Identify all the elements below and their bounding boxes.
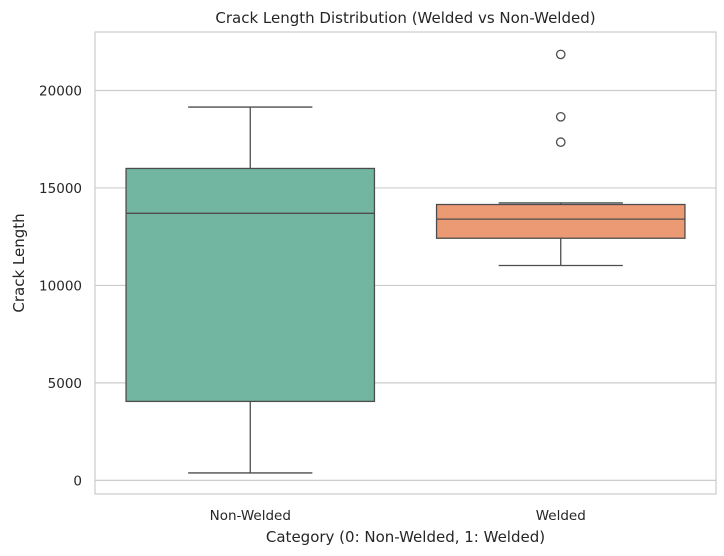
outlier-point	[555, 137, 566, 147]
outlier-point	[555, 49, 566, 60]
y-tick-label: 0	[73, 473, 82, 489]
iqr-box	[435, 203, 686, 239]
x-tick-labels: Non-Welded Welded	[210, 508, 586, 524]
box-group-welded	[435, 49, 686, 267]
chart-title: Crack Length Distribution (Welded vs Non…	[215, 9, 595, 27]
iqr-box	[125, 167, 376, 403]
x-tick-label: Welded	[536, 508, 586, 524]
y-tick-label: 10000	[39, 278, 82, 294]
plot-frame	[94, 31, 717, 495]
x-axis-label: Category (0: Non-Welded, 1: Welded)	[266, 528, 545, 546]
y-tick-label: 15000	[39, 181, 82, 197]
y-tick-label: 20000	[39, 83, 82, 99]
outlier-point	[555, 111, 566, 122]
y-tick-label: 5000	[48, 376, 82, 392]
x-tick-label: Non-Welded	[210, 508, 291, 524]
boxes	[125, 49, 686, 474]
y-tick-labels: 0 5000 10000 15000 20000	[39, 83, 82, 489]
box-group-non-welded	[125, 106, 376, 474]
y-axis-label: Crack Length	[10, 213, 28, 312]
